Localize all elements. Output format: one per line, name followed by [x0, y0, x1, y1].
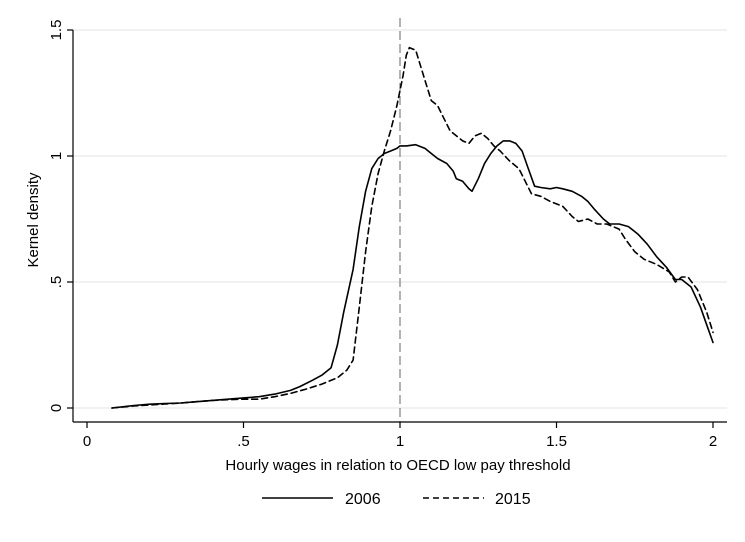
series-line-2006	[111, 140, 714, 409]
legend-label-2015: 2015	[495, 491, 531, 508]
y-tick-label: 0	[48, 404, 65, 412]
x-axis-title: Hourly wages in relation to OECD low pay…	[225, 457, 570, 474]
x-tick-label: 1.5	[546, 433, 567, 450]
y-axis-title: Kernel density	[25, 172, 42, 268]
y-tick-label: 1	[48, 152, 65, 160]
y-tick-label: 1.5	[48, 20, 65, 41]
x-tick-label: 1	[396, 433, 404, 450]
x-tick-label: 2	[709, 433, 717, 450]
legend: 2006 2015	[262, 491, 531, 508]
legend-label-2006: 2006	[345, 491, 381, 508]
series-line-2015	[111, 46, 714, 409]
y-tick-label: .5	[48, 276, 65, 289]
x-tick-label: 0	[83, 433, 91, 450]
ticks: 0 .5 1 1.5 0 .5 1 1.5 2	[48, 20, 717, 450]
x-tick-label: .5	[237, 433, 250, 450]
series-lines	[111, 46, 714, 409]
